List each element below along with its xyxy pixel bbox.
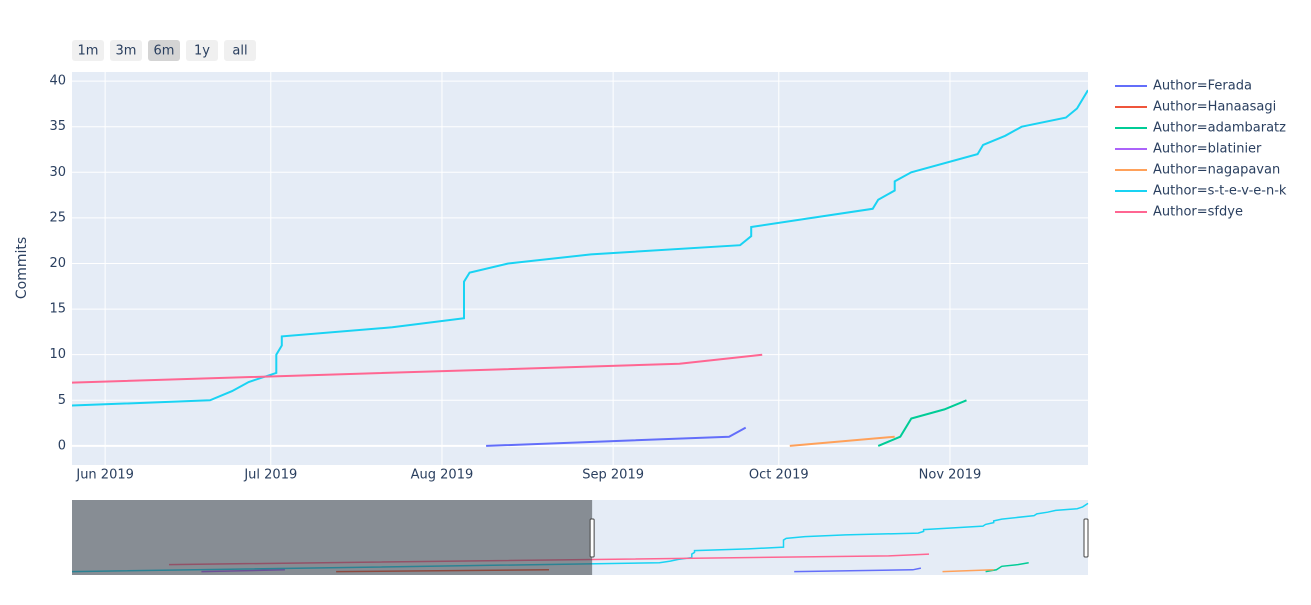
x-tick-label: Sep 2019 [582,468,644,483]
x-tick-label: Jul 2019 [243,468,297,483]
range-button-label: all [232,44,247,59]
range-button[interactable] [186,40,218,61]
slider-mask [72,500,593,575]
range-button[interactable] [224,40,256,61]
range-button-label: 1m [78,44,99,59]
y-tick-label: 35 [49,119,66,134]
x-tick-label: Nov 2019 [919,468,982,483]
y-tick-label: 40 [49,74,66,89]
y-tick-label: 20 [49,256,66,271]
range-button-label: 1y [194,44,210,59]
y-tick-label: 0 [58,438,66,453]
y-tick-label: 30 [49,165,66,180]
range-button[interactable] [148,40,180,61]
x-tick-label: Oct 2019 [749,468,809,483]
series-line [789,435,895,447]
y-tick-label: 5 [58,393,66,408]
series-line [486,426,747,447]
slider-line [942,569,994,573]
slider-line [794,567,922,573]
x-tick-label: Aug 2019 [411,468,474,483]
series-line [72,353,763,384]
legend-label[interactable]: Author=Ferada [1153,79,1252,94]
range-button-label: 6m [154,44,175,59]
plot-area [72,72,1088,465]
legend-label[interactable]: Author=Hanaasagi [1153,100,1276,115]
lines [72,89,1088,447]
range-button-label: 3m [116,44,137,59]
series-line [877,399,967,447]
range-button[interactable] [72,40,104,61]
legend-label[interactable]: Author=nagapavan [1153,163,1280,178]
legend-label[interactable]: Author=blatinier [1153,142,1262,157]
y-tick-label: 15 [49,302,66,317]
range-button[interactable] [110,40,142,61]
slider-line [71,502,1089,573]
y-tick-label: 25 [49,210,66,225]
legend-label[interactable]: Author=s-t-e-v-e-n-k [1153,184,1287,199]
y-tick-label: 10 [49,347,66,362]
x-tick-label: Jun 2019 [75,468,134,483]
series-line [72,89,1088,407]
legend-label[interactable]: Author=sfdye [1153,205,1243,220]
legend-label[interactable]: Author=adambaratz [1153,121,1286,136]
slider-handle[interactable] [1083,518,1089,558]
y-axis-title: Commits [14,237,30,299]
slider-handle[interactable] [589,518,595,558]
